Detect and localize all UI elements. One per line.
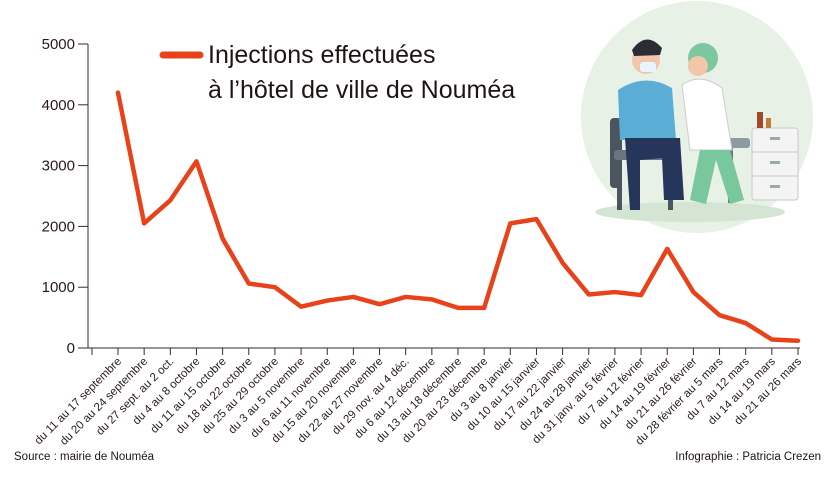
y-tick-label: 3000 <box>42 158 75 175</box>
credit-note: Infographie : Patricia Crezen <box>675 451 821 463</box>
y-tick-label: 0 <box>67 340 75 357</box>
legend-label-line2: à l’hôtel de ville de Nouméa <box>208 76 515 104</box>
vaccination-illustration <box>581 1 813 233</box>
y-tick-label: 5000 <box>42 36 75 53</box>
y-tick-label: 2000 <box>42 218 75 235</box>
source-note: Source : mairie de Nouméa <box>14 451 154 463</box>
legend-label-line1: Injections effectuées <box>208 41 435 69</box>
y-tick-label: 4000 <box>42 97 75 114</box>
y-tick-label: 1000 <box>42 279 75 296</box>
legend: Injections effectuées à l’hôtel de ville… <box>159 41 515 104</box>
chart-marks <box>115 90 801 343</box>
